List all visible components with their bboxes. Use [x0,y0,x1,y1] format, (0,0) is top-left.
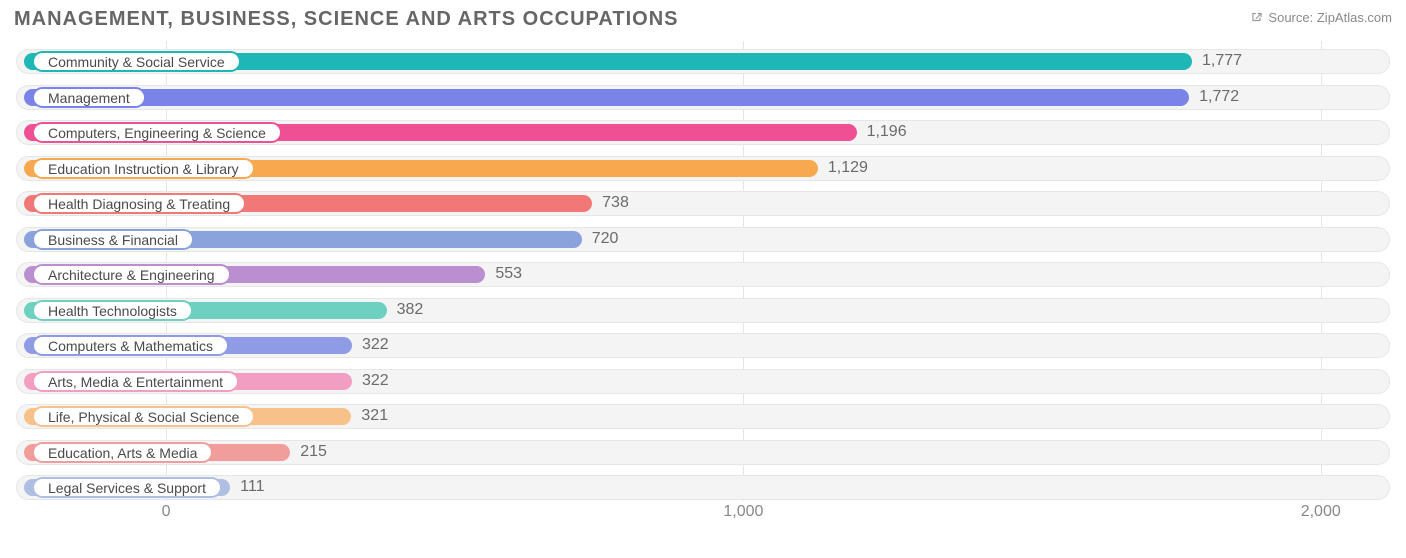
bar-value-label: 382 [397,301,424,319]
bar-row: Health Diagnosing & Treating 738 [16,187,1390,222]
bar-row: Education Instruction & Library 1,129 [16,152,1390,187]
source-icon [1250,10,1264,27]
bar-value-label: 215 [300,443,327,461]
bar-value-label: 553 [495,265,522,283]
source-label: Source: [1268,10,1313,25]
category-pill: Life, Physical & Social Science [32,406,255,427]
category-pill: Health Diagnosing & Treating [32,193,246,214]
bar-row: Business & Financial 720 [16,223,1390,258]
category-pill: Education Instruction & Library [32,158,255,179]
bar-row: Arts, Media & Entertainment 322 [16,365,1390,400]
category-pill: Computers, Engineering & Science [32,122,282,143]
bar-row: Computers & Mathematics 322 [16,329,1390,364]
bar-value-label: 322 [362,336,389,354]
bar-value-label: 1,196 [867,123,907,141]
bar-row: Computers, Engineering & Science 1,196 [16,116,1390,151]
chart-title: MANAGEMENT, BUSINESS, SCIENCE AND ARTS O… [14,8,1396,31]
category-pill: Business & Financial [32,229,194,250]
bars-group: Community & Social Service 1,777 Managemen… [16,45,1390,507]
source-attribution: Source: ZipAtlas.com [1250,10,1392,27]
bar-row: Architecture & Engineering 553 [16,258,1390,293]
chart-container: MANAGEMENT, BUSINESS, SCIENCE AND ARTS O… [0,0,1406,558]
bar-value-label: 720 [592,230,619,248]
category-pill: Community & Social Service [32,51,241,72]
category-pill: Health Technologists [32,300,193,321]
category-pill: Arts, Media & Entertainment [32,371,239,392]
bar-value-label: 321 [361,407,388,425]
bar-value-label: 1,777 [1202,52,1242,70]
plot-area: 01,0002,000 Community & Social Service1,… [16,41,1390,521]
bar [24,89,1189,106]
category-pill: Legal Services & Support [32,477,222,498]
category-pill: Education, Arts & Media [32,442,213,463]
bar-row: Life, Physical & Social Science 321 [16,400,1390,435]
bar-value-label: 111 [240,478,264,496]
bar-value-label: 1,129 [828,159,868,177]
bar-value-label: 322 [362,372,389,390]
source-name: ZipAtlas.com [1317,10,1392,25]
bar-row: Health Technologists 382 [16,294,1390,329]
bar-row: Legal Services & Support 111 [16,471,1390,506]
bar-value-label: 738 [602,194,629,212]
bar-row: Education, Arts & Media 215 [16,436,1390,471]
bar-row: Community & Social Service 1,777 [16,45,1390,80]
category-pill: Architecture & Engineering [32,264,231,285]
bar-value-label: 1,772 [1199,88,1239,106]
category-pill: Computers & Mathematics [32,335,229,356]
bar-row: Management 1,772 [16,81,1390,116]
category-pill: Management [32,87,146,108]
